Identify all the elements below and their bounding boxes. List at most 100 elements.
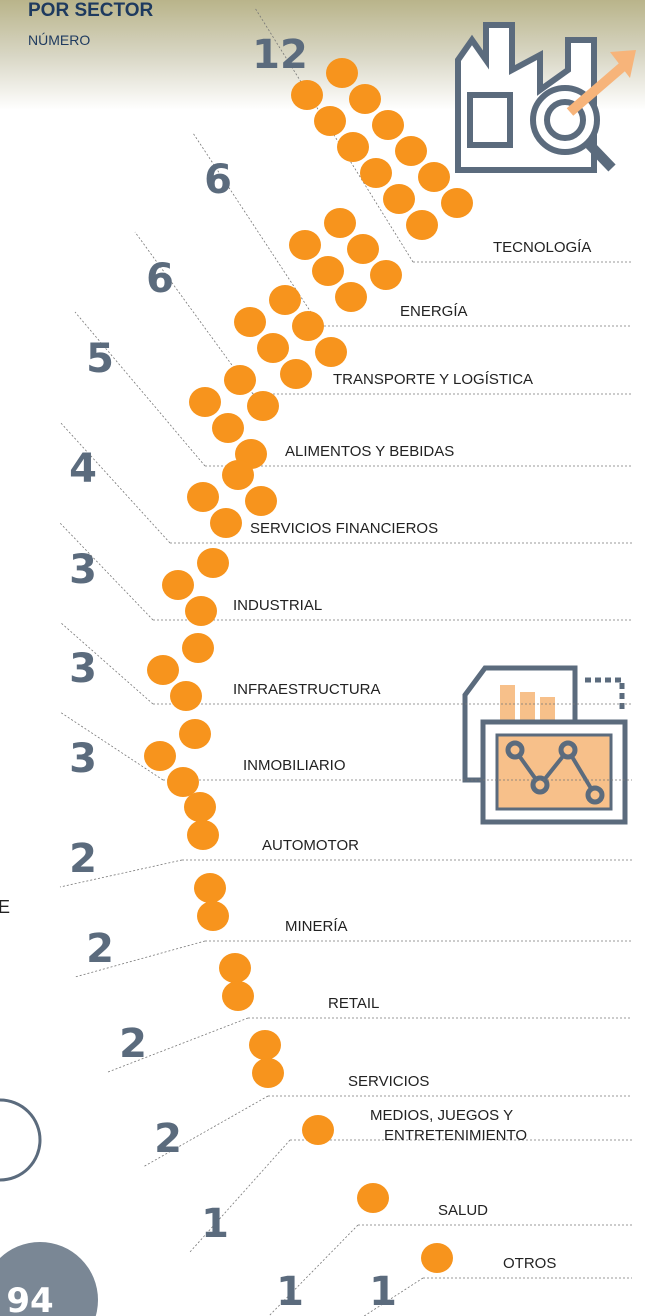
dot — [185, 596, 217, 626]
value-label: 12 — [252, 32, 308, 78]
dot-group — [194, 873, 229, 931]
chart-icon — [462, 665, 628, 825]
dot — [337, 132, 369, 162]
dot — [347, 234, 379, 264]
leader-line — [74, 940, 206, 978]
dot — [395, 136, 427, 166]
dot — [441, 188, 473, 218]
category-label: SALUD — [438, 1202, 488, 1219]
dot-group — [357, 1183, 389, 1213]
dot-group — [291, 58, 473, 240]
decor-circle — [0, 1098, 42, 1182]
page-badge — [0, 1242, 98, 1316]
dot — [252, 1058, 284, 1088]
value-label: 3 — [69, 736, 97, 782]
dot — [219, 953, 251, 983]
leader-line — [59, 859, 183, 888]
dot — [360, 158, 392, 188]
dot-group — [144, 719, 211, 797]
dot — [289, 230, 321, 260]
dot — [187, 820, 219, 850]
factory-icon — [455, 22, 636, 173]
category-label: TRANSPORTE Y LOGÍSTICA — [333, 371, 533, 388]
leader-line — [59, 421, 171, 544]
dot — [224, 365, 256, 395]
dot — [357, 1183, 389, 1213]
dot — [197, 901, 229, 931]
page-number: 94 — [6, 1281, 53, 1316]
dot — [383, 184, 415, 214]
dot — [249, 1030, 281, 1060]
value-label: 1 — [276, 1269, 304, 1315]
value-label: 2 — [86, 926, 114, 972]
dot — [210, 508, 242, 538]
value-label: 6 — [204, 157, 232, 203]
category-label: SERVICIOS FINANCIEROS — [250, 520, 438, 537]
dot — [370, 260, 402, 290]
dot — [167, 767, 199, 797]
leader-line — [192, 132, 321, 327]
dot — [291, 80, 323, 110]
dot — [406, 210, 438, 240]
dot — [212, 413, 244, 443]
category-label: INDUSTRIAL — [233, 597, 322, 614]
dot — [222, 981, 254, 1011]
category-label: SERVICIOS — [348, 1073, 429, 1090]
dot-group — [219, 953, 254, 1011]
value-label: 4 — [69, 446, 97, 492]
dot — [144, 741, 176, 771]
dot — [335, 282, 367, 312]
dot — [189, 387, 221, 417]
dot — [269, 285, 301, 315]
dot — [326, 58, 358, 88]
leader-line — [107, 1017, 249, 1073]
chart-subtitle: NÚMERO — [28, 32, 90, 48]
dot — [292, 311, 324, 341]
dot — [280, 359, 312, 389]
value-label: 3 — [69, 547, 97, 593]
dot — [349, 84, 381, 114]
value-label: 6 — [146, 256, 174, 302]
category-label: MEDIOS, JUEGOS Y ENTRETENIMIENTO — [370, 1107, 527, 1144]
dot — [315, 337, 347, 367]
dot-group — [162, 548, 229, 626]
dot — [302, 1115, 334, 1145]
dot-group — [184, 792, 219, 850]
dot-group — [234, 285, 347, 389]
value-label: 2 — [154, 1116, 182, 1162]
dot — [234, 307, 266, 337]
leader-line — [189, 1139, 291, 1253]
category-label: INFRAESTRUCTURA — [233, 681, 381, 698]
dot — [324, 208, 356, 238]
category-label: MINERÍA — [285, 918, 348, 935]
category-label: INMOBILIARIO — [243, 757, 346, 774]
category-label: ENERGÍA — [400, 303, 468, 320]
dot — [197, 548, 229, 578]
value-label: 2 — [119, 1021, 147, 1067]
dot-group — [147, 633, 214, 711]
value-label: 1 — [369, 1269, 397, 1315]
dot — [179, 719, 211, 749]
dot-group — [421, 1243, 453, 1273]
dot — [147, 655, 179, 685]
value-label: 3 — [69, 646, 97, 692]
category-label: TECNOLOGÍA — [493, 239, 591, 256]
value-label: 1 — [201, 1201, 229, 1247]
dot — [182, 633, 214, 663]
dot-group — [289, 208, 402, 312]
dot — [187, 482, 219, 512]
dot — [257, 333, 289, 363]
dot — [245, 486, 277, 516]
category-label: RETAIL — [328, 995, 379, 1012]
dot — [194, 873, 226, 903]
dot-group — [302, 1115, 334, 1145]
leader-line — [59, 711, 164, 781]
dot — [314, 106, 346, 136]
category-label: OTROS — [503, 1255, 556, 1272]
leader-line — [74, 311, 206, 467]
dot — [372, 110, 404, 140]
dot — [247, 391, 279, 421]
dot-group — [249, 1030, 284, 1088]
dot — [222, 460, 254, 490]
